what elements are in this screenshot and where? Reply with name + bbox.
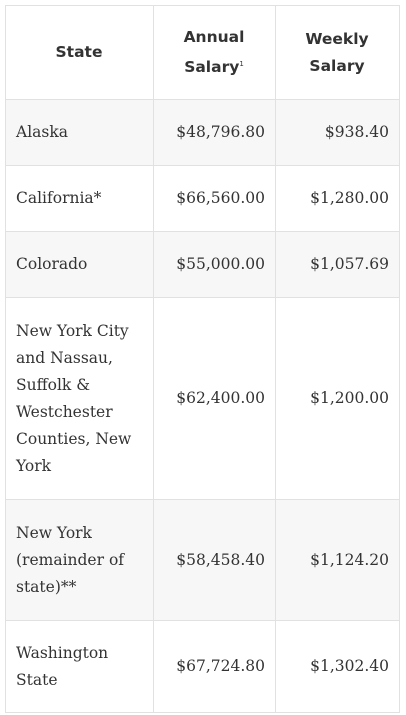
- table-row: New York (remainder of state)** $58,458.…: [5, 499, 400, 621]
- state-cell: California*: [5, 165, 154, 232]
- state-cell: Alaska: [5, 99, 154, 166]
- state-cell: Colorado: [5, 231, 154, 298]
- table-row: New York City and Nassau, Suffolk & West…: [5, 297, 400, 500]
- footnote-marker: 1: [239, 59, 244, 68]
- header-annual-salary: Annual Salary1: [153, 5, 276, 100]
- header-state-label: State: [55, 43, 103, 61]
- weekly-salary-cell: $1,302.40: [275, 620, 400, 713]
- weekly-salary-cell: $1,057.69: [275, 231, 400, 298]
- header-annual-label: Annual Salary: [183, 27, 245, 77]
- state-cell: Washington State: [5, 620, 154, 713]
- state-cell: New York (remainder of state)**: [5, 499, 154, 621]
- salary-table: State Annual Salary1 Weekly Salary Alask…: [5, 5, 400, 713]
- table-row: Washington State $67,724.80 $1,302.40: [5, 620, 400, 713]
- annual-salary-cell: $67,724.80: [153, 620, 276, 713]
- annual-salary-cell: $55,000.00: [153, 231, 276, 298]
- header-weekly-label: Weekly Salary: [305, 29, 369, 75]
- header-state: State: [5, 5, 154, 100]
- annual-salary-cell: $48,796.80: [153, 99, 276, 166]
- table-header-row: State Annual Salary1 Weekly Salary: [5, 5, 400, 100]
- table-row: California* $66,560.00 $1,280.00: [5, 165, 400, 232]
- annual-salary-cell: $62,400.00: [153, 297, 276, 500]
- weekly-salary-cell: $1,200.00: [275, 297, 400, 500]
- table-row: Alaska $48,796.80 $938.40: [5, 99, 400, 166]
- state-cell: New York City and Nassau, Suffolk & West…: [5, 297, 154, 500]
- header-weekly-salary: Weekly Salary: [275, 5, 400, 100]
- table-row: Colorado $55,000.00 $1,057.69: [5, 231, 400, 298]
- annual-salary-cell: $66,560.00: [153, 165, 276, 232]
- annual-salary-cell: $58,458.40: [153, 499, 276, 621]
- weekly-salary-cell: $1,280.00: [275, 165, 400, 232]
- weekly-salary-cell: $1,124.20: [275, 499, 400, 621]
- weekly-salary-cell: $938.40: [275, 99, 400, 166]
